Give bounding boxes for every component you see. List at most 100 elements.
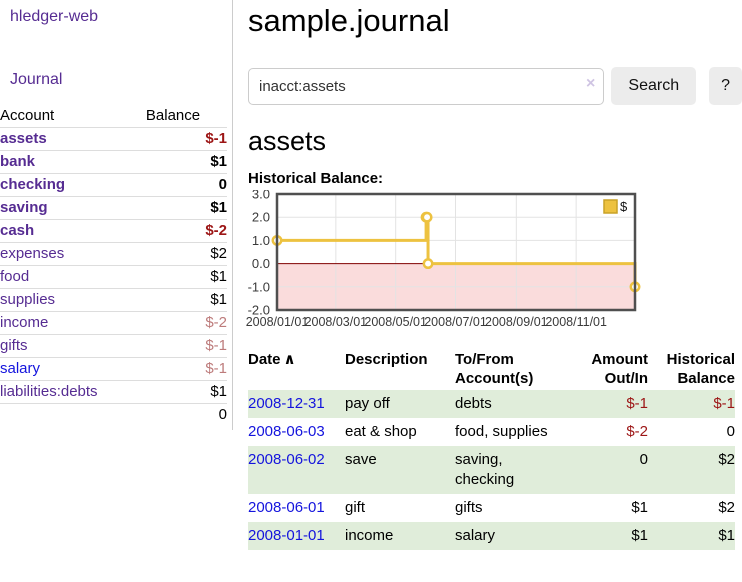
account-row-food: food $1	[0, 265, 227, 289]
register-row: 2008-06-01 gift gifts $1 $2	[248, 494, 735, 522]
sort-ascending-icon: ∧	[283, 351, 296, 368]
account-balance: $1	[145, 265, 227, 289]
account-row-supplies: supplies $1	[0, 288, 227, 312]
transaction-balance: $2	[718, 451, 735, 468]
main-content: sample.journal × Search ? assets Histori…	[246, 0, 742, 550]
account-balance: $-2	[145, 219, 227, 243]
account-balance: $1	[145, 150, 227, 174]
account-link-supplies[interactable]: supplies	[0, 291, 56, 308]
register-table: Date ∧ Description To/From Account(s) Amo…	[248, 348, 735, 550]
svg-text:2008/07/01: 2008/07/01	[424, 315, 487, 329]
register-row: 2008-06-02 save saving, checking 0 $2	[248, 446, 735, 494]
help-button[interactable]: ?	[709, 67, 742, 105]
register-row: 2008-12-31 pay off debts $-1 $-1	[248, 390, 735, 418]
svg-text:2008/01/01: 2008/01/01	[246, 315, 309, 329]
sidebar: hledger-web Journal Account Balance asse…	[0, 0, 233, 430]
account-row-assets: assets $-1	[0, 127, 227, 151]
account-link-income[interactable]: income	[0, 314, 49, 331]
account-balance: $-1	[145, 357, 227, 381]
svg-text:2008/09/01: 2008/09/01	[485, 315, 548, 329]
register-col-amount: Amount Out/In	[591, 351, 648, 387]
transaction-accounts: debts	[455, 395, 492, 412]
account-link-checking[interactable]: checking	[0, 176, 66, 193]
account-row-salary: salary $-1	[0, 357, 227, 381]
accounts-col-balance: Balance	[145, 104, 227, 128]
account-balance: $-1	[145, 334, 227, 358]
transaction-description: gift	[345, 499, 366, 516]
transaction-description: save	[345, 451, 377, 468]
transaction-amount: 0	[639, 451, 648, 468]
clear-search-icon[interactable]: ×	[586, 74, 596, 92]
transaction-date-link[interactable]: 2008-06-02	[248, 451, 325, 468]
search-bar: × Search ?	[248, 67, 742, 105]
chart-title: Historical Balance:	[248, 170, 384, 187]
accounts-total-value: 0	[145, 402, 227, 426]
svg-text:2008/03/01: 2008/03/01	[305, 315, 368, 329]
account-row-checking: checking 0	[0, 173, 227, 197]
accounts-col-account: Account	[0, 104, 146, 128]
transaction-amount: $-2	[626, 423, 648, 440]
transaction-amount: $1	[631, 527, 648, 544]
svg-text:2008/11/01: 2008/11/01	[545, 315, 607, 329]
search-input[interactable]	[248, 67, 605, 105]
sidebar-item-journal[interactable]: Journal	[10, 71, 63, 88]
account-row-gifts: gifts $-1	[0, 334, 227, 358]
account-link-food[interactable]: food	[0, 268, 30, 285]
accounts-table: Account Balance assets $-1 bank $1 check…	[0, 104, 227, 426]
svg-text:$: $	[620, 199, 628, 214]
register-header-row: Date ∧ Description To/From Account(s) Amo…	[248, 348, 735, 390]
account-balance: $2	[145, 242, 227, 266]
svg-text:-2.0: -2.0	[248, 303, 270, 318]
account-link-salary[interactable]: salary	[0, 360, 41, 377]
register-col-date-label: Date	[248, 351, 281, 368]
account-balance: 0	[145, 173, 227, 197]
svg-text:3.0: 3.0	[252, 190, 270, 202]
transaction-accounts: food, supplies	[455, 423, 548, 440]
transaction-description: pay off	[345, 395, 390, 412]
svg-text:1.0: 1.0	[252, 233, 270, 248]
accounts-total-row: 0	[0, 402, 227, 426]
transaction-accounts: salary	[455, 527, 496, 544]
account-link-bank[interactable]: bank	[0, 153, 36, 170]
account-link-liabilities-debts[interactable]: liabilities:debts	[0, 383, 98, 400]
svg-text:0.0: 0.0	[252, 256, 270, 271]
transaction-description: eat & shop	[345, 423, 417, 440]
account-balance: $-2	[145, 311, 227, 335]
transaction-balance: $2	[718, 499, 735, 516]
register-col-accounts: To/From Account(s)	[455, 351, 534, 387]
transaction-balance: $1	[718, 527, 735, 544]
transaction-balance: 0	[726, 423, 735, 440]
transaction-date-link[interactable]: 2008-06-01	[248, 499, 325, 516]
account-row-saving: saving $1	[0, 196, 227, 220]
historical-balance-chart: $3.0 2.0 1.0 0.0 -1.0 -2.0 2008/01/01 2008/03/0…	[243, 190, 742, 332]
account-row-income: income $-2	[0, 311, 227, 335]
transaction-description: income	[345, 527, 394, 544]
search-button[interactable]: Search	[611, 67, 697, 105]
search-input-wrapper: ×	[248, 67, 605, 105]
register-col-date: Date ∧	[248, 348, 345, 390]
transaction-date-link[interactable]: 2008-01-01	[248, 527, 325, 544]
transaction-amount: $-1	[626, 395, 648, 412]
account-link-assets[interactable]: assets	[0, 130, 47, 147]
account-link-gifts[interactable]: gifts	[0, 337, 28, 354]
account-heading: assets	[248, 126, 327, 156]
account-balance: $1	[145, 380, 227, 404]
account-row-cash: cash $-2	[0, 219, 227, 243]
account-link-saving[interactable]: saving	[0, 199, 48, 216]
transaction-balance: $-1	[713, 395, 735, 412]
account-row-bank: bank $1	[0, 150, 227, 174]
register-row: 2008-01-01 income salary $1 $1	[248, 522, 735, 550]
transaction-date-link[interactable]: 2008-06-03	[248, 423, 325, 440]
account-link-cash[interactable]: cash	[0, 222, 35, 239]
account-balance: $1	[145, 288, 227, 312]
register-col-description: Description	[345, 351, 428, 368]
page-title: sample.journal	[248, 3, 450, 38]
transaction-accounts: saving, checking	[455, 451, 515, 488]
transaction-amount: $1	[631, 499, 648, 516]
account-row-liabilities-debts: liabilities:debts $1	[0, 380, 227, 404]
account-link-expenses[interactable]: expenses	[0, 245, 65, 262]
svg-text:-1.0: -1.0	[248, 279, 270, 294]
transaction-date-link[interactable]: 2008-12-31	[248, 395, 325, 412]
register-row: 2008-06-03 eat & shop food, supplies $-2…	[248, 418, 735, 446]
app-title-link[interactable]: hledger-web	[10, 8, 99, 25]
